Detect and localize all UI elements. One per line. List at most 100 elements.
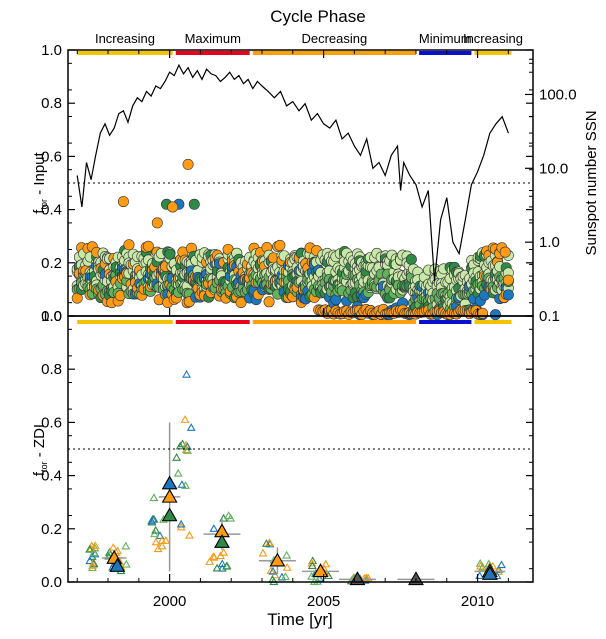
phase-labels: Increasing Maximum Decreasing MinimumIncrea…: [95, 31, 523, 46]
data-point: [185, 530, 194, 539]
right-axis-label: Sunspot number SSN: [583, 110, 600, 255]
y-tick-label: 0.0: [41, 574, 62, 591]
data-point: [104, 547, 114, 556]
top-y-ticks: 0.0 0.2 0.4 0.6 0.8 1.0: [41, 42, 533, 325]
data-point: [151, 217, 163, 229]
phase-label: Maximum: [185, 31, 241, 46]
data-point: [85, 544, 95, 553]
data-point: [212, 563, 222, 572]
data-point: [123, 239, 135, 251]
data-point: [90, 541, 100, 549]
data-point: [188, 198, 200, 210]
data-point: [263, 296, 275, 308]
right-tick-label: 1.0: [539, 234, 560, 251]
data-point: [182, 369, 192, 378]
cycle-phase-header: Cycle Phase: [270, 7, 365, 26]
bottom-y-ticks: 0.0 0.2 0.4 0.6 0.8 1.0: [41, 308, 533, 591]
data-point: [208, 552, 218, 560]
x-tick-label: 2000: [153, 593, 186, 610]
x-ticks: 2000 2005 2010: [76, 50, 509, 610]
phase-bar: [77, 320, 173, 324]
top-points: [71, 158, 514, 321]
data-point: [149, 493, 159, 502]
top-ylabel: ftor - Input: [31, 151, 49, 213]
data-point: [89, 548, 99, 556]
ssn-line: [76, 63, 509, 281]
data-point: [121, 559, 131, 568]
data-point: [209, 524, 219, 532]
y-tick-label: 0.8: [41, 361, 62, 378]
data-point: [216, 551, 226, 560]
data-point: [177, 480, 187, 488]
mean-marker: [312, 563, 329, 578]
mean-marker: [481, 565, 498, 580]
data-point: [172, 453, 182, 461]
mean-marker: [109, 557, 126, 572]
phase-bar: [252, 51, 416, 55]
phase-label: Increasing: [463, 31, 523, 46]
y-tick-label: 0.0: [41, 308, 62, 325]
data-point: [362, 573, 372, 582]
x-axis-label: Time [yr]: [267, 610, 332, 629]
data-point: [282, 550, 292, 559]
data-point: [176, 519, 186, 528]
data-point: [502, 289, 514, 301]
data-point: [478, 562, 488, 571]
data-point: [405, 253, 417, 265]
data-point: [476, 561, 485, 570]
bottom-panel: 0.0 0.2 0.4 0.6 0.8 1.0 2000 2005 2010 ftor - Z…: [31, 50, 534, 629]
data-point: [104, 551, 114, 560]
phase-bar: [175, 51, 250, 55]
y-tick-label: 0.4: [41, 468, 62, 485]
y-tick-label: 0.4: [41, 202, 62, 219]
mean-marker: [161, 488, 178, 503]
data-point: [151, 537, 161, 546]
y-tick-label: 1.0: [41, 308, 62, 325]
mean-marker: [214, 533, 230, 548]
phase-bars-top: [77, 51, 512, 55]
data-point: [307, 558, 317, 567]
y-tick-label: 0.2: [41, 255, 62, 272]
data-point: [181, 445, 191, 454]
phase-bar: [175, 320, 250, 324]
bottom-frame: [67, 315, 534, 583]
data-point: [142, 240, 154, 252]
data-point: [182, 158, 194, 170]
data-point: [117, 196, 129, 208]
mean-marker: [161, 507, 178, 522]
y-tick-label: 0.6: [41, 148, 62, 165]
data-point: [261, 539, 271, 547]
phase-label: Minimum: [419, 31, 472, 46]
data-point: [281, 572, 290, 580]
phase-label: Increasing: [95, 31, 155, 46]
data-point: [108, 542, 118, 551]
phase-bar: [419, 51, 472, 55]
data-point: [219, 547, 229, 556]
data-point: [86, 544, 96, 552]
data-point: [157, 541, 167, 550]
data-point: [222, 561, 232, 570]
data-point: [180, 415, 190, 423]
bottom-ylabel: ftor - ZDI: [31, 424, 49, 476]
data-point: [88, 561, 97, 569]
data-point: [217, 559, 227, 568]
data-point: [270, 570, 280, 579]
data-point: [181, 481, 191, 489]
data-point: [268, 566, 278, 575]
top-panel: 0.0 0.2 0.4 0.6 0.8 1.0 0.1 1.0 10.0 100.0 ftor …: [31, 42, 600, 325]
phase-bars-bottom: [77, 320, 512, 324]
data-point: [258, 548, 268, 557]
y-tick-label: 0.6: [41, 414, 62, 431]
phase-label: Decreasing: [301, 31, 367, 46]
right-tick-label: 0.1: [539, 308, 560, 325]
data-point: [155, 531, 165, 539]
data-point: [489, 309, 501, 321]
mean-marker: [269, 552, 286, 567]
phase-bar: [77, 51, 173, 55]
data-point: [164, 248, 176, 260]
y-tick-label: 0.8: [41, 95, 62, 112]
data-point: [186, 423, 196, 431]
data-point: [476, 307, 488, 319]
data-point: [313, 577, 322, 585]
